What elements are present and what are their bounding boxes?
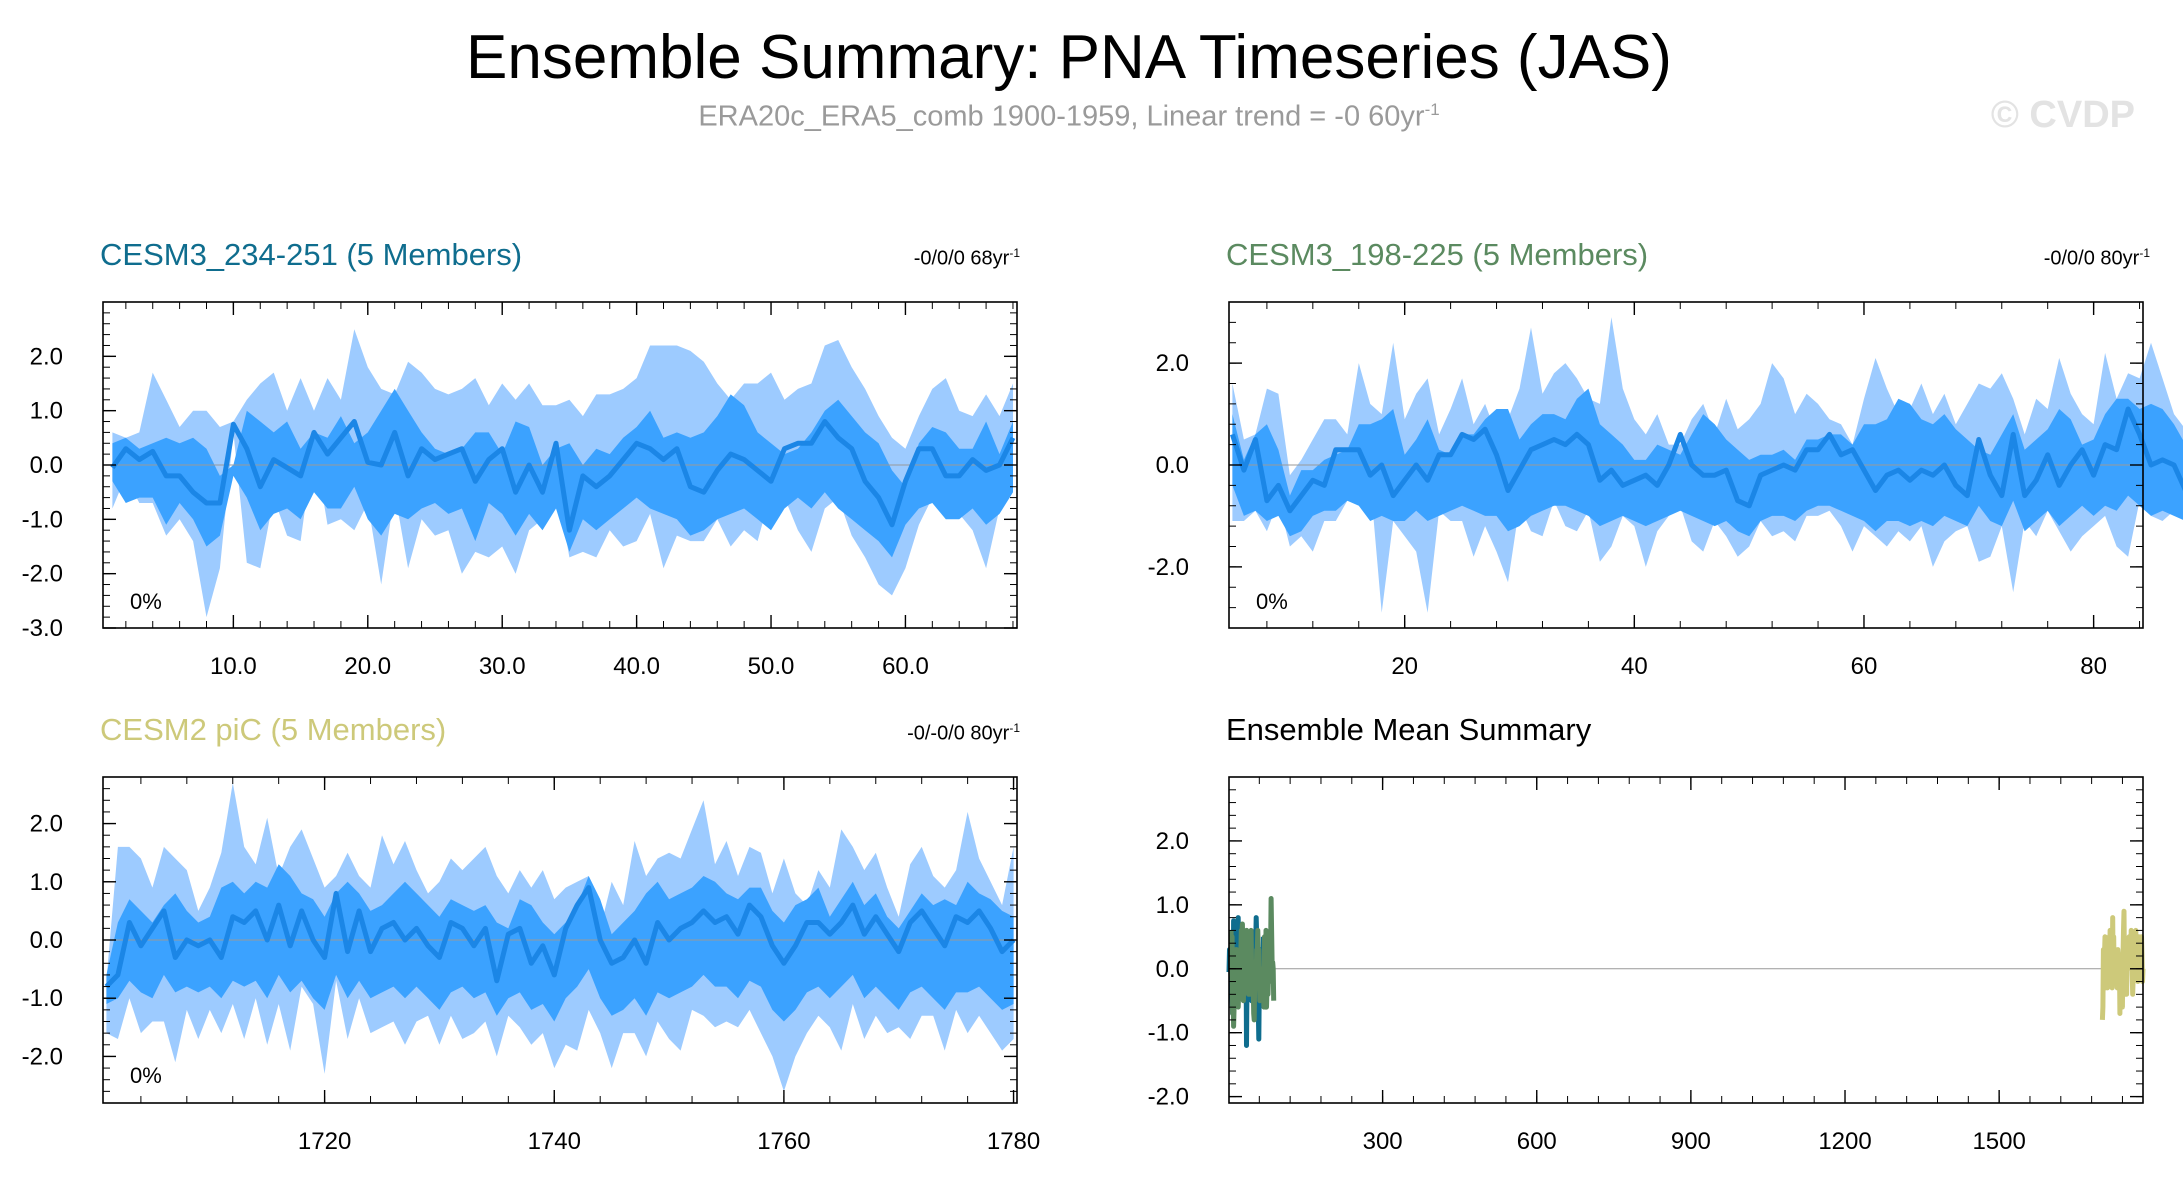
panel-trend-cesm3-198-225: -0/0/0 80yr-1 <box>2044 246 2150 271</box>
subtitle-exponent: -1 <box>1424 100 1440 119</box>
y-tick-label: -1.0 <box>22 506 63 533</box>
x-tick-label: 80 <box>2080 653 2107 680</box>
x-tick-label: 1780 <box>987 1128 1040 1155</box>
y-tick-label: -2.0 <box>1148 1084 1189 1111</box>
panel-trend-cesm3-234-251: -0/0/0 68yr-1 <box>914 246 1020 271</box>
trend-exponent: -1 <box>1009 721 1020 735</box>
ensemble-mean-line <box>1230 406 2183 514</box>
x-tick-label: 20 <box>1391 653 1418 680</box>
y-tick-label: 1.0 <box>1156 892 1189 919</box>
plot-frame <box>1228 776 2144 1104</box>
trend-exponent: -1 <box>2139 246 2150 260</box>
x-tick-label: 300 <box>1363 1128 1403 1155</box>
x-tick-label: 1720 <box>298 1128 351 1155</box>
plot-p2: 20 40 60 80 -2.0 0.0 2.0 <box>1148 301 2183 680</box>
plot-p1: 10.0 20.0 30.0 40.0 50.0 60.0 -3.0 -2.0 -1.0 0.0 1… <box>22 301 1018 680</box>
y-tick-label: 0.0 <box>1156 452 1189 479</box>
x-tick-label: 50.0 <box>748 653 795 680</box>
x-tick-label: 60.0 <box>882 653 929 680</box>
x-tick-label: 10.0 <box>210 653 257 680</box>
panel-title-cesm2-pic: CESM2 piC (5 Members) <box>100 712 447 747</box>
watermark: © CVDP <box>1990 94 2135 136</box>
mean-line-cesm2-pic <box>2099 908 2146 1020</box>
panel-title-cesm3-198-225: CESM3_198-225 (5 Members) <box>1226 237 1649 272</box>
y-tick-label: 2.0 <box>1156 828 1189 855</box>
page-title: Ensemble Summary: PNA Timeseries (JAS) <box>466 23 1672 92</box>
trend-exponent: -1 <box>1009 246 1020 260</box>
mean-line-cesm3-198-225 <box>1228 896 1277 1029</box>
y-tick-label: -2.0 <box>1148 554 1189 581</box>
y-tick-label: 2.0 <box>30 343 63 370</box>
ensemble-mean-line <box>104 885 1016 989</box>
y-tick-label: -1.0 <box>22 985 63 1012</box>
y-tick-label: 2.0 <box>1156 350 1189 377</box>
x-tick-label: 40 <box>1621 653 1648 680</box>
y-tick-label: -3.0 <box>22 615 63 642</box>
y-tick-label: 1.0 <box>30 869 63 896</box>
y-tick-label: 0.0 <box>30 927 63 954</box>
y-tick-label: 2.0 <box>30 811 63 838</box>
panel-percent-cesm3-198-225: 0% <box>1256 589 1288 614</box>
x-tick-label: 1760 <box>757 1128 810 1155</box>
x-tick-label: 1200 <box>1818 1128 1871 1155</box>
plot-p3: 1720 1740 1760 1780 -2.0 -1.0 0.0 1.0 2.0 <box>22 776 1040 1155</box>
panel-percent-cesm3-234-251: 0% <box>130 589 162 614</box>
y-tick-label: -1.0 <box>1148 1020 1189 1047</box>
x-tick-label: 600 <box>1517 1128 1557 1155</box>
panel-title-ensemble-mean: Ensemble Mean Summary <box>1226 712 1592 747</box>
x-tick-label: 1740 <box>528 1128 581 1155</box>
x-tick-label: 900 <box>1671 1128 1711 1155</box>
y-tick-label: 1.0 <box>30 398 63 425</box>
y-tick-label: -2.0 <box>22 561 63 588</box>
trend-text: -0/-0/0 80yr <box>907 722 1010 745</box>
trend-text: -0/0/0 80yr <box>2043 247 2140 270</box>
ensemble-mean-line <box>110 419 1016 533</box>
band-inner-range <box>1232 388 2183 537</box>
subtitle-text: ERA20c_ERA5_comb 1900-1959, Linear trend… <box>698 100 1425 133</box>
panel-trend-cesm2-pic: -0/-0/0 80yr-1 <box>907 721 1020 746</box>
x-tick-label: 40.0 <box>613 653 660 680</box>
x-tick-label: 1500 <box>1972 1128 2025 1155</box>
trend-text: -0/0/0 68yr <box>913 247 1010 270</box>
y-tick-label: 0.0 <box>30 452 63 479</box>
y-tick-label: -2.0 <box>22 1043 63 1070</box>
panel-title-cesm3-234-251: CESM3_234-251 (5 Members) <box>100 237 523 272</box>
x-tick-label: 30.0 <box>479 653 526 680</box>
y-tick-label: 0.0 <box>1156 956 1189 983</box>
x-tick-label: 20.0 <box>344 653 391 680</box>
page-subtitle: ERA20c_ERA5_comb 1900-1959, Linear trend… <box>0 100 2138 134</box>
panel-percent-cesm2-pic: 0% <box>130 1063 162 1088</box>
plot-p4: 300 600 900 1200 1500 -2.0 -1.0 0.0 1.0 2.0 <box>1148 776 2146 1155</box>
x-tick-label: 60 <box>1851 653 1878 680</box>
